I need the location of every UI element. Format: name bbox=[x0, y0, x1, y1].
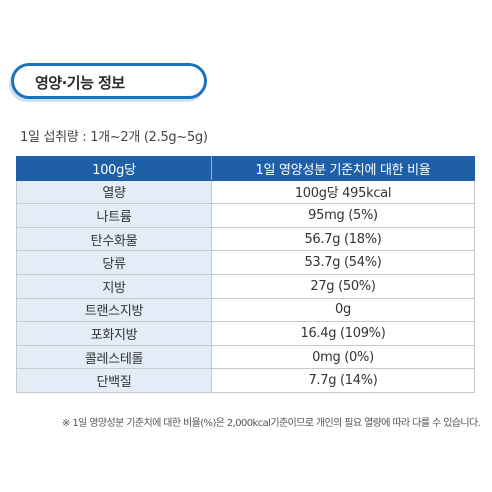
nutrient-name: 단백질 bbox=[16, 368, 212, 393]
table-row: 열량 100g당 495kcal bbox=[16, 179, 475, 205]
nutrient-value: 0mg (0%) bbox=[211, 344, 475, 370]
nutrient-name: 나트륨 bbox=[16, 203, 212, 228]
nutrient-name: 탄수화물 bbox=[16, 226, 212, 252]
nutrient-value: 56.7g (18%) bbox=[211, 226, 475, 252]
nutrient-name: 지방 bbox=[16, 273, 212, 299]
nutrient-value: 7.7g (14%) bbox=[211, 368, 475, 393]
nutrient-name: 열량 bbox=[16, 179, 212, 205]
nutrition-table: 100g당 1일 영양성분 기준치에 대한 비율 열량 100g당 495kca… bbox=[16, 156, 475, 393]
nutrient-name: 콜레스테롤 bbox=[16, 344, 212, 370]
table-row: 탄수화물 56.7g (18%) bbox=[16, 226, 475, 252]
nutrient-name: 당류 bbox=[16, 250, 212, 275]
nutrient-name: 트랜스지방 bbox=[16, 297, 212, 323]
table-row: 콜레스테롤 0mg (0%) bbox=[16, 344, 475, 370]
table-row: 포화지방 16.4g (109%) bbox=[16, 321, 475, 346]
table-row: 트랜스지방 0g bbox=[16, 297, 475, 323]
nutrient-name: 포화지방 bbox=[16, 321, 212, 346]
daily-intake-text: 1일 섭취량 : 1개~2개 (2.5g~5g) bbox=[20, 130, 208, 145]
table-row: 나트륨 95mg (5%) bbox=[16, 203, 475, 228]
nutrient-value: 95mg (5%) bbox=[211, 203, 475, 228]
header-daily-value-ratio: 1일 영양성분 기준치에 대한 비율 bbox=[211, 156, 475, 181]
header-per-100g: 100g당 bbox=[16, 156, 212, 181]
section-title: 영양·기능 정보 bbox=[35, 74, 125, 92]
table-header-row: 100g당 1일 영양성분 기준치에 대한 비율 bbox=[16, 156, 475, 181]
nutrient-value: 27g (50%) bbox=[211, 273, 475, 299]
table-row: 단백질 7.7g (14%) bbox=[16, 368, 475, 393]
table-row: 당류 53.7g (54%) bbox=[16, 250, 475, 275]
table-row: 지방 27g (50%) bbox=[16, 273, 475, 299]
section-title-box: 영양·기능 정보 bbox=[11, 63, 207, 99]
nutrient-value: 53.7g (54%) bbox=[211, 250, 475, 275]
nutrient-value: 16.4g (109%) bbox=[211, 321, 475, 346]
nutrient-value: 0g bbox=[211, 297, 475, 323]
footnote: ※ 1일 영양성분 기준치에 대한 비율(%)은 2,000kcal기준이므로 … bbox=[62, 418, 481, 429]
nutrient-value: 100g당 495kcal bbox=[211, 179, 475, 205]
